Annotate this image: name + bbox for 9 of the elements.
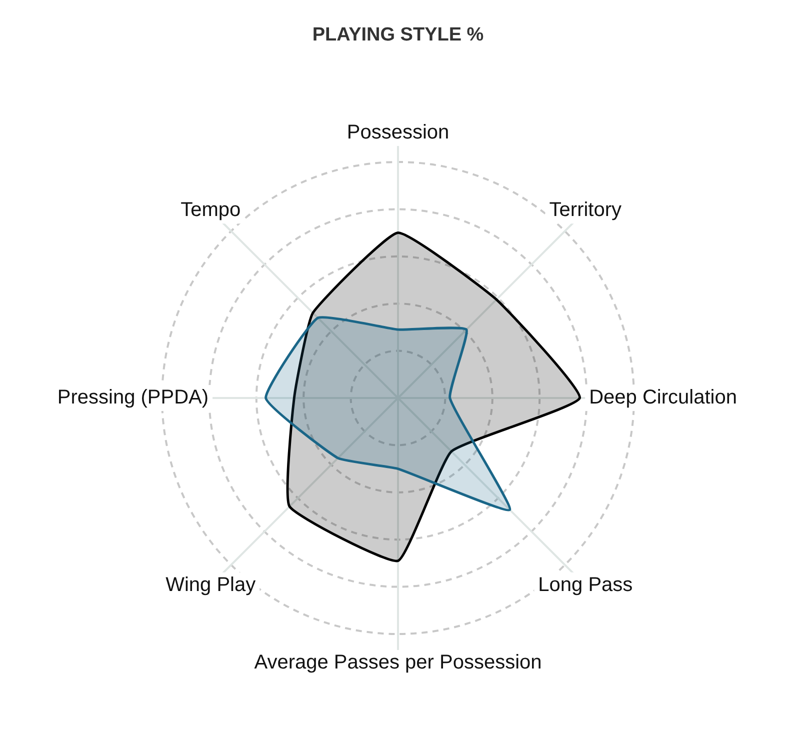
chart-title: PLAYING STYLE % <box>312 24 484 46</box>
spoke-label: Possession <box>346 121 450 144</box>
spoke-label: Deep Circulation <box>589 386 737 409</box>
spoke-label: Wing Play <box>166 574 256 596</box>
spoke-label: Average Passes per Possession <box>254 652 542 674</box>
spoke-label: Pressing (PPDA) <box>57 386 209 409</box>
spoke-label: Territory <box>549 199 622 222</box>
spoke-label: Long Pass <box>538 574 633 596</box>
spoke-label: Tempo <box>180 199 241 222</box>
